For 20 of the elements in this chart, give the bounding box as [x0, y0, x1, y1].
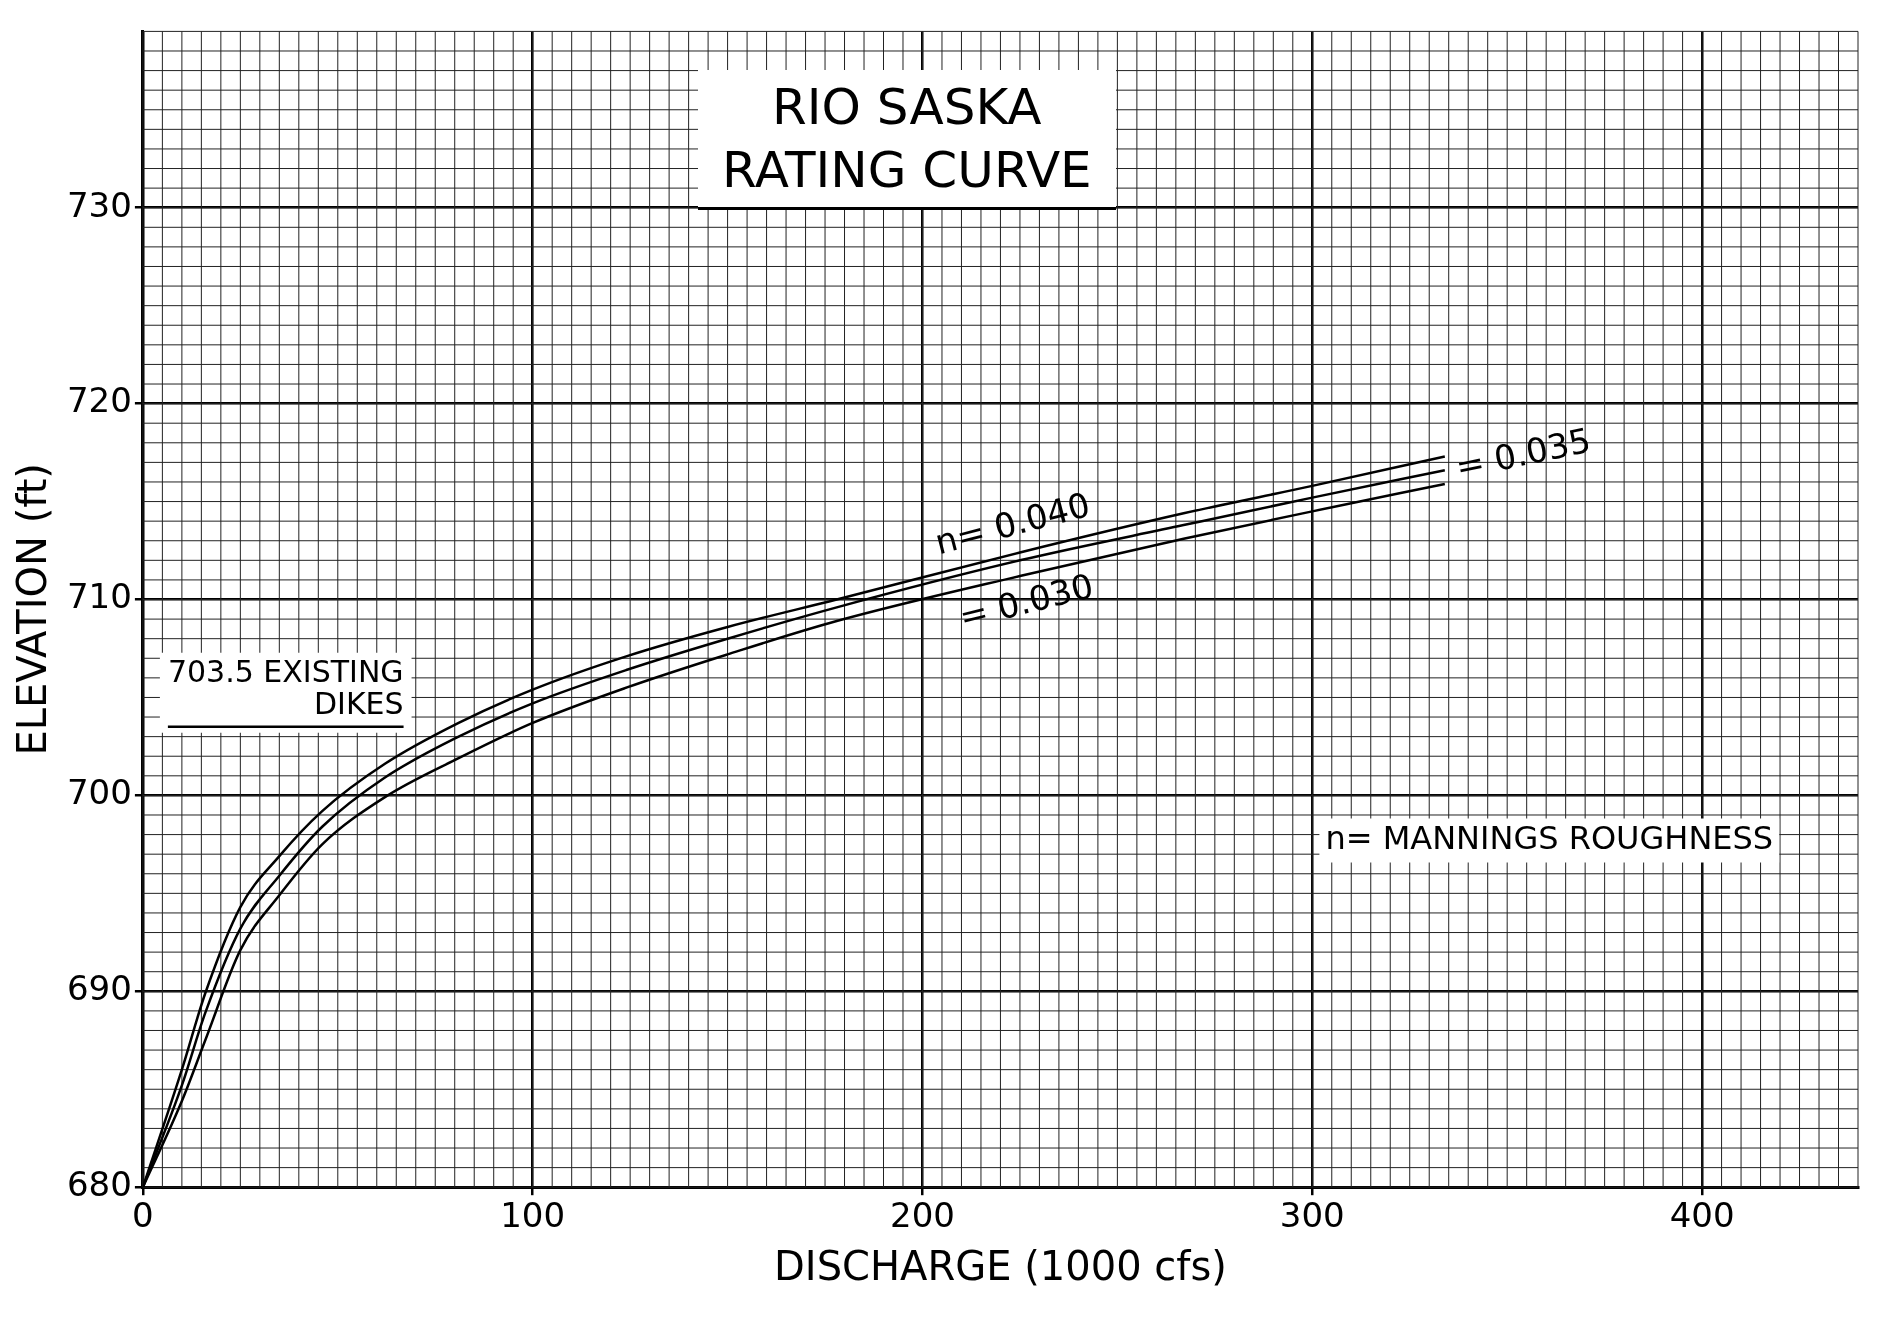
text: RIO SASKA	[771, 77, 1043, 138]
y-tick-label: 700	[66, 772, 132, 813]
text: = 0.035	[1452, 419, 1594, 487]
annotation: n= MANNINGS ROUGHNESS	[1325, 818, 1774, 857]
y-tick-label: 690	[66, 968, 132, 1009]
x-tick-label: 300	[1279, 1195, 1345, 1236]
text: = 0.030	[954, 565, 1098, 637]
y-tick-label: 680	[66, 1164, 132, 1205]
y-tick-label: 730	[66, 184, 132, 225]
x-tick-label: 0	[132, 1195, 154, 1236]
x-tick-label: 200	[890, 1195, 955, 1236]
y-tick-label: 710	[66, 576, 132, 617]
ref-line-label: 703.5 EXISTING DIKES	[167, 653, 404, 721]
y-tick-label: 720	[66, 380, 132, 421]
y-axis-title: ELEVATION (ft)	[9, 463, 56, 756]
text: RATING CURVE	[722, 139, 1092, 201]
x-axis-title: DISCHARGE (1000 cfs)	[774, 1243, 1227, 1290]
text: n= 0.040	[930, 484, 1095, 563]
x-tick-label: 400	[1669, 1195, 1735, 1236]
x-tick-label: 100	[500, 1195, 566, 1236]
